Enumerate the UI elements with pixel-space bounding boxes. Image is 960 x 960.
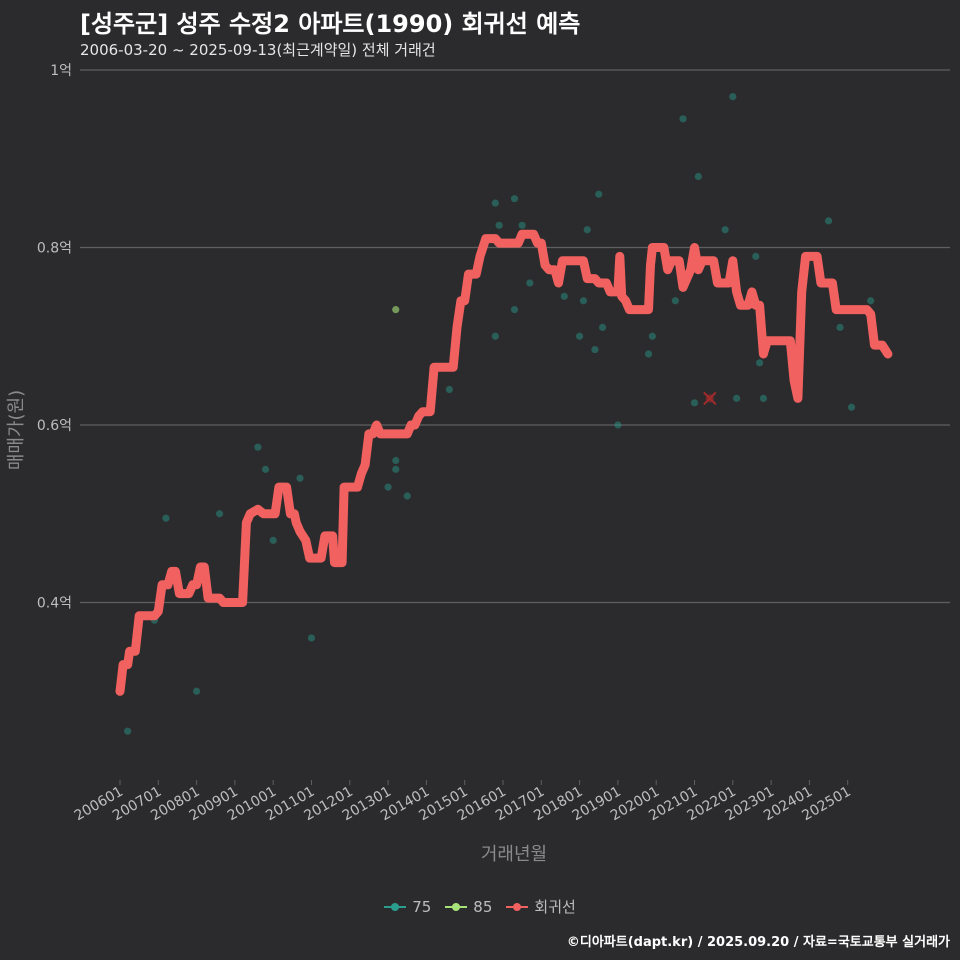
point-75: [721, 226, 729, 234]
point-75: [579, 297, 588, 305]
x-tick-labels: 2006012007012008012009012010012011012012…: [72, 780, 854, 824]
chart-subtitle: 2006-03-20 ~ 2025-09-13(최근계약일) 전체 거래건: [80, 41, 436, 59]
regression-line-group: [115, 229, 893, 696]
point-75: [215, 510, 224, 518]
legend-item-85: 85: [445, 896, 492, 917]
legend-key-85-icon: [445, 901, 468, 913]
point-75: [759, 394, 768, 402]
point-75: [671, 297, 679, 305]
point-75: [836, 323, 844, 331]
point-75: [162, 514, 170, 522]
point-75: [598, 323, 607, 331]
legend-label-regression: 회귀선: [534, 898, 576, 916]
point-75: [733, 394, 741, 402]
point-85: [392, 306, 400, 314]
y-tick-label: 0.6억: [37, 418, 72, 434]
point-75: [824, 217, 833, 225]
point-75: [491, 199, 499, 207]
regression-line: [115, 229, 893, 696]
point-75: [591, 345, 599, 354]
point-75: [847, 403, 856, 411]
y-tick-labels: 0.4억 0.6억 0.8억 1억: [37, 63, 72, 612]
point-75: [307, 634, 316, 642]
point-75: [648, 332, 656, 340]
point-75: [694, 172, 702, 181]
point-75: [254, 443, 262, 451]
highlight-x-icon: [703, 391, 717, 406]
y-gridlines: [80, 69, 950, 604]
legend-item-75: 75: [384, 896, 431, 917]
point-75: [296, 474, 304, 482]
x-axis-label: 거래년월: [481, 844, 547, 865]
point-75: [392, 465, 400, 473]
point-75: [690, 399, 699, 407]
point-75: [392, 456, 400, 465]
series-85-points: [392, 306, 400, 314]
point-75: [269, 536, 277, 544]
legend-item-regression: 회귀선: [506, 896, 576, 917]
legend-key-regression-icon: [506, 901, 529, 913]
point-75: [679, 115, 687, 123]
point-75: [124, 727, 132, 735]
y-tick-label: 1억: [50, 63, 72, 79]
point-75: [491, 332, 499, 340]
point-75: [576, 332, 584, 340]
point-75: [403, 492, 411, 500]
point-75: [560, 292, 568, 300]
point-75: [583, 226, 591, 234]
point-75: [756, 359, 764, 367]
legend-key-75-icon: [384, 901, 407, 913]
point-75: [193, 687, 201, 695]
legend-label-75: 75: [412, 897, 432, 916]
point-75: [518, 221, 526, 229]
series-75-points: [124, 93, 875, 735]
y-tick-label: 0.4억: [37, 596, 72, 612]
point-75: [752, 252, 760, 260]
point-75: [510, 306, 519, 314]
chart-title: [성주군] 성주 수정2 아파트(1990) 회귀선 예측: [80, 10, 581, 38]
point-75: [729, 93, 737, 101]
y-axis-label: 매매가(원): [6, 390, 27, 470]
y-tick-label: 0.8억: [37, 241, 72, 257]
legend-label-85: 85: [473, 897, 493, 916]
point-75: [526, 279, 534, 287]
highlight-marker-group: [703, 391, 717, 406]
source-caption: ©디아파트(dapt.kr) / 2025.09.20 / 자료=국토교통부 실…: [566, 935, 950, 950]
point-75: [445, 385, 453, 394]
point-75: [614, 421, 622, 429]
point-75: [595, 190, 603, 198]
legend: 75 85 회귀선: [0, 896, 960, 917]
point-75: [384, 483, 392, 491]
point-75: [510, 195, 519, 203]
point-75: [261, 465, 270, 473]
point-75: [644, 350, 653, 358]
point-75: [867, 297, 875, 305]
point-75: [495, 221, 503, 229]
